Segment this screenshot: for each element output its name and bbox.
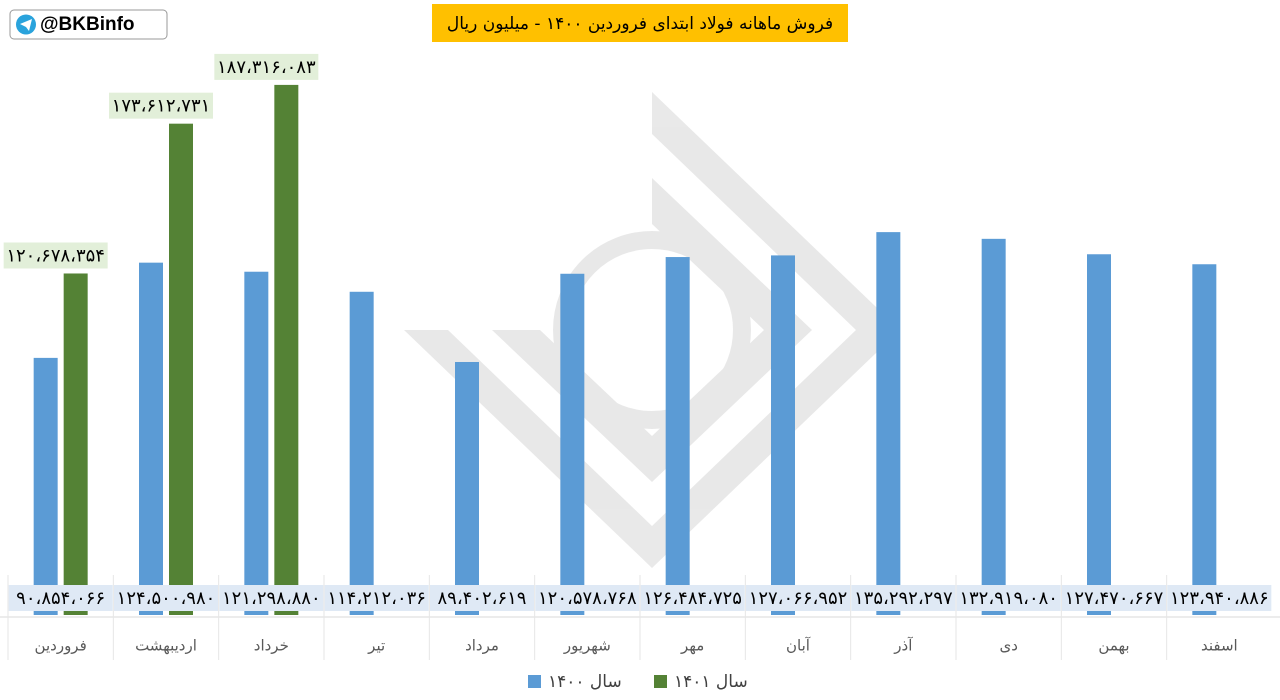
value-label: ۱۳۵،۲۹۲،۲۹۷ <box>854 588 953 609</box>
badge-box <box>9 9 168 40</box>
value-label-box <box>746 585 850 611</box>
bar <box>876 232 901 615</box>
value-label-box <box>956 585 1061 611</box>
x-tick-label: اسفند <box>1201 637 1238 655</box>
bar <box>244 271 269 615</box>
legend-label: سال ۱۴۰۱ <box>674 672 748 692</box>
x-tick-label: مهر <box>680 637 704 655</box>
value-label-box <box>324 585 429 611</box>
bar <box>560 273 585 615</box>
value-label: ۱۲۳،۹۴۰،۸۸۶ <box>1170 588 1269 609</box>
title-box <box>432 4 848 42</box>
legend-swatch <box>528 675 541 688</box>
legend-label: سال ۱۴۰۰ <box>548 672 622 692</box>
bar <box>33 357 58 615</box>
bar <box>665 257 690 615</box>
value-label: ۸۹،۴۰۲،۶۱۹ <box>438 588 527 609</box>
bar <box>349 291 374 615</box>
value-label: ۱۲۶،۴۸۴،۷۲۵ <box>643 588 742 609</box>
value-label: ۱۱۴،۲۱۲،۰۳۶ <box>327 588 426 609</box>
value-label: ۱۷۳،۶۱۲،۷۳۱ <box>112 96 211 117</box>
value-label: ۱۲۴،۵۰۰،۹۸۰ <box>117 588 216 609</box>
annotation: @BKBinfo <box>40 14 135 35</box>
bar <box>981 238 1006 616</box>
value-label: ۹۰،۸۵۴،۰۶۶ <box>16 588 105 609</box>
value-label-box <box>219 585 324 611</box>
value-label: ۱۲۷،۰۶۶،۹۵۲ <box>749 588 848 609</box>
telegram-plane <box>20 19 32 31</box>
x-tick-label: آذر <box>893 637 913 655</box>
bar <box>1087 254 1111 616</box>
x-tick-label: تیر <box>367 637 385 655</box>
value-label-box <box>640 585 745 611</box>
value-label-box <box>214 53 319 80</box>
bar <box>63 273 88 615</box>
bar <box>1192 264 1217 615</box>
value-label-box <box>114 585 218 611</box>
value-label-box <box>535 585 640 611</box>
bar <box>274 84 299 615</box>
value-label: ۱۸۷،۳۱۶،۰۸۳ <box>217 57 316 78</box>
x-tick-label: اردیبهشت <box>135 637 197 655</box>
value-label-box <box>1062 585 1166 611</box>
value-label: ۱۲۰،۵۷۸،۷۶۸ <box>538 588 637 609</box>
x-tick-label: دی <box>999 637 1017 655</box>
value-label-box <box>851 585 956 611</box>
bar <box>139 262 163 615</box>
value-label-box <box>109 92 213 119</box>
value-label-box <box>430 585 534 611</box>
value-label: ۱۲۷،۴۷۰،۶۶۷ <box>1065 588 1164 609</box>
value-label-box <box>1167 585 1272 611</box>
value-label: ۱۲۰،۶۷۸،۳۵۴ <box>6 245 105 266</box>
x-tick-label: بهمن <box>1098 637 1129 655</box>
x-tick-label: شهریور <box>563 637 611 655</box>
legend-swatch <box>654 675 667 688</box>
value-label: ۱۲۱،۲۹۸،۸۸۰ <box>222 588 321 609</box>
x-tick-label: آبان <box>786 637 811 655</box>
value-label-box <box>8 585 113 611</box>
value-label-box <box>3 242 108 269</box>
x-tick-label: خرداد <box>254 637 289 655</box>
value-label: ۱۳۲،۹۱۹،۰۸۰ <box>959 588 1058 609</box>
bar <box>771 255 795 616</box>
bar <box>455 361 479 615</box>
x-tick-label: فروردین <box>35 637 87 655</box>
x-tick-label: مرداد <box>465 637 499 655</box>
bar <box>169 123 193 616</box>
chart-title: فروش ماهانه فولاد ابتدای فروردین ۱۴۰۰ - … <box>447 14 833 34</box>
